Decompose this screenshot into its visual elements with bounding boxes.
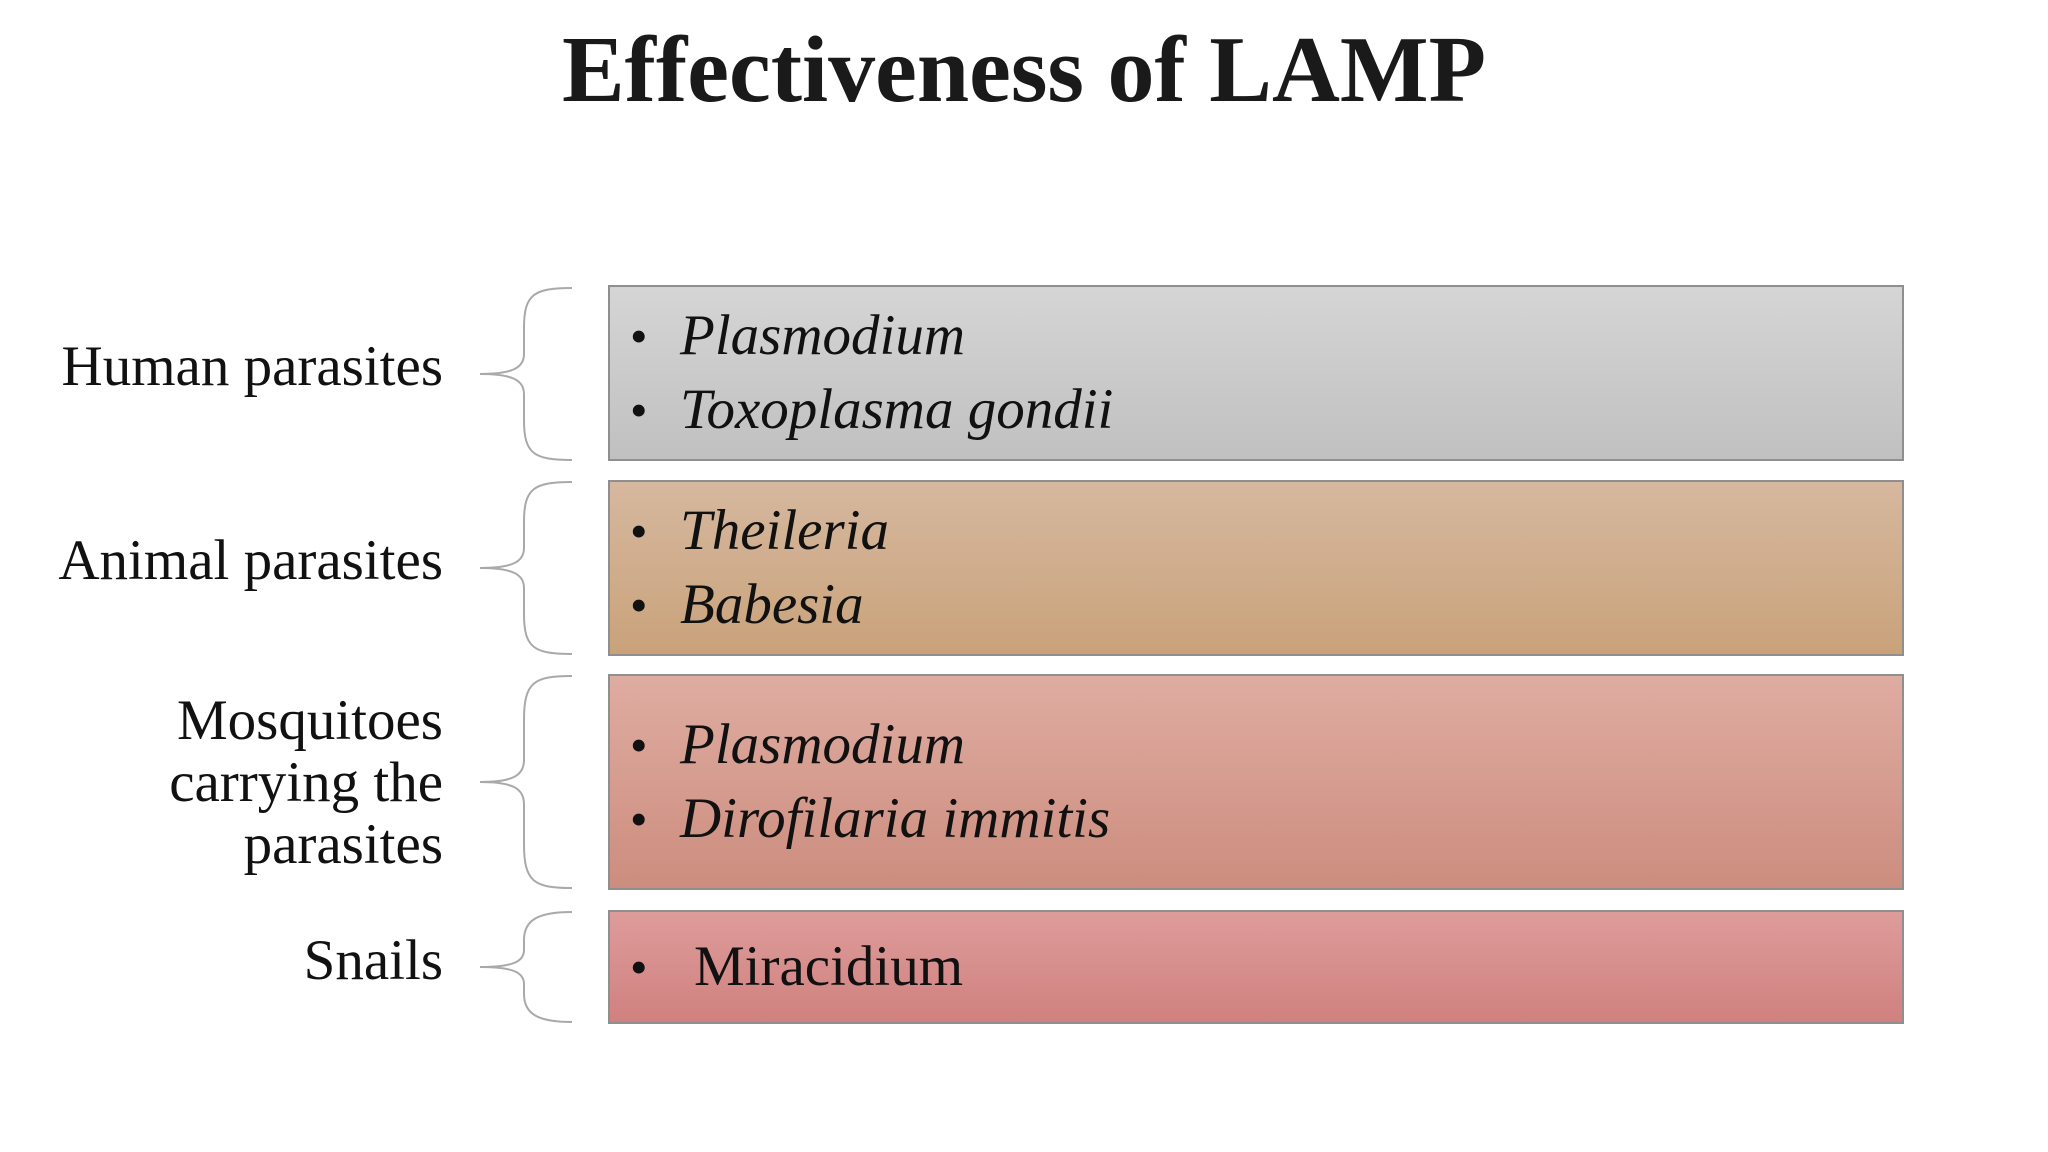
row-label-animal-parasites: Animal parasites — [58, 530, 443, 592]
item-text: Miracidium — [694, 935, 964, 998]
item-text: Plasmodium — [680, 713, 965, 776]
row-label-snails: Snails — [304, 930, 443, 992]
item-text: Toxoplasma gondii — [680, 378, 1114, 441]
bullet-icon: • — [630, 791, 648, 847]
list-item-plasmodium: • Plasmodium — [630, 299, 1902, 373]
item-text: Babesia — [680, 573, 864, 636]
row-label-line: Mosquitoes — [176, 689, 443, 752]
bullet-icon: • — [630, 308, 648, 364]
box-snails: • Miracidium — [608, 910, 1904, 1024]
list-item-plasmodium: • Plasmodium — [630, 708, 1902, 782]
item-text: Theileria — [680, 499, 889, 562]
row-label-line: Human parasites — [61, 335, 443, 398]
brace-animal-parasites — [479, 481, 573, 655]
brace-human-parasites — [479, 287, 573, 461]
list-item-theileria: • Theileria — [630, 494, 1902, 568]
bullet-icon: • — [630, 382, 648, 438]
bullet-icon: • — [630, 503, 648, 559]
box-mosquitoes: • Plasmodium • Dirofilaria immitis — [608, 674, 1904, 890]
list-item-toxoplasma-gondii: • Toxoplasma gondii — [630, 373, 1902, 447]
slide-title: Effectiveness of LAMP — [561, 18, 1487, 122]
list-item-dirofilaria-immitis: • Dirofilaria immitis — [630, 782, 1902, 856]
bullet-icon: • — [630, 717, 648, 773]
brace-mosquitoes — [479, 675, 573, 889]
list-item-babesia: • Babesia — [630, 568, 1902, 642]
row-label-mosquitoes: Mosquitoes carrying the parasites — [169, 690, 443, 876]
item-text: Dirofilaria immitis — [680, 787, 1111, 850]
row-label-line: parasites — [243, 813, 443, 876]
row-label-human-parasites: Human parasites — [62, 336, 443, 398]
box-animal-parasites: • Theileria • Babesia — [608, 480, 1904, 656]
row-label-line: carrying the — [169, 751, 443, 814]
row-label-line: Animal parasites — [58, 529, 443, 592]
box-human-parasites: • Plasmodium • Toxoplasma gondii — [608, 285, 1904, 461]
item-text: Plasmodium — [680, 304, 965, 367]
row-label-line: Snails — [303, 929, 443, 992]
list-item-miracidium: • Miracidium — [630, 930, 1902, 1004]
bullet-icon: • — [630, 577, 648, 633]
brace-snails — [479, 911, 573, 1023]
bullet-icon: • — [630, 939, 648, 995]
